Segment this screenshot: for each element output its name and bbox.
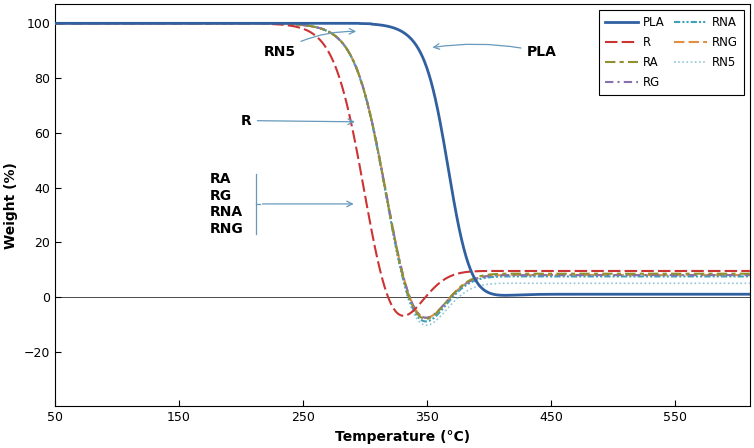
Text: RNA: RNA xyxy=(210,205,244,219)
Text: RA: RA xyxy=(210,172,231,186)
Text: RG: RG xyxy=(210,189,232,202)
Text: PLA: PLA xyxy=(434,44,556,59)
Legend: PLA, R, RA, RG, RNA, RNG, RN5: PLA, R, RA, RG, RNA, RNG, RN5 xyxy=(599,10,744,95)
X-axis label: Temperature (°C): Temperature (°C) xyxy=(335,430,470,444)
Text: RNG: RNG xyxy=(210,222,244,236)
Y-axis label: Weight (%): Weight (%) xyxy=(5,162,18,249)
Text: R: R xyxy=(241,114,354,128)
Text: RN5: RN5 xyxy=(263,29,355,59)
